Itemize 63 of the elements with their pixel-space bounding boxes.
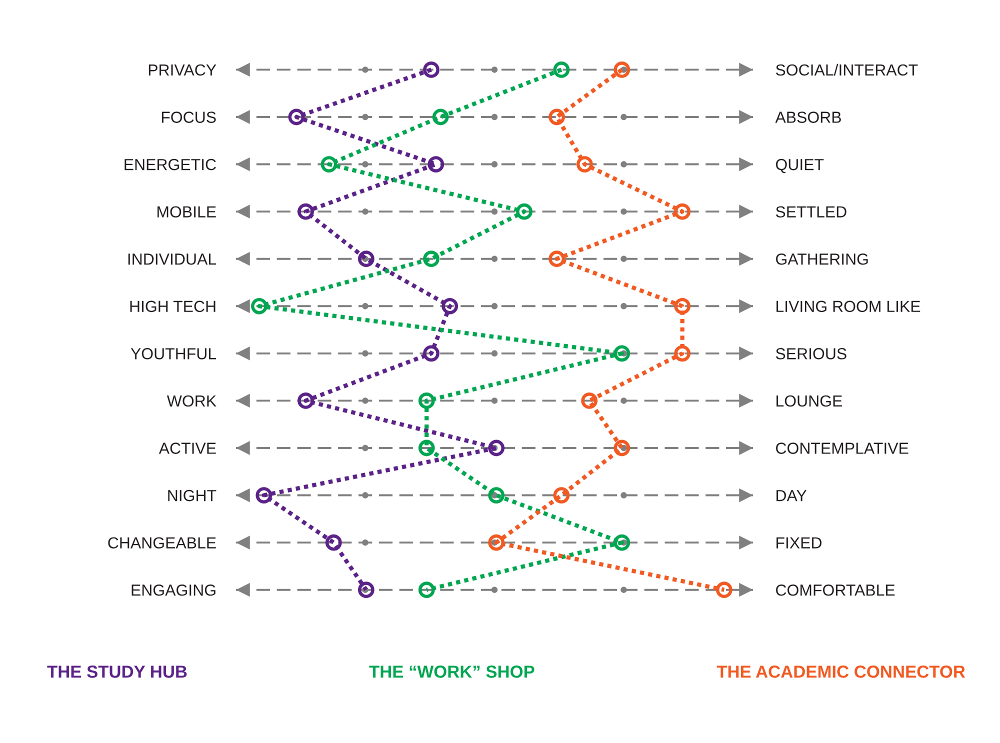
y2-tick-label: GATHERING [776, 253, 868, 265]
y2-tick-label: CONTEMPLATIVE [776, 442, 908, 454]
y2-tick-label: SOCIAL/INTERACT [776, 64, 918, 76]
point [288, 108, 305, 126]
point [358, 582, 374, 598]
y-tick-label: FOCUS [162, 112, 216, 123]
y2-tick-label: FIXED [776, 537, 822, 548]
point [488, 487, 505, 504]
text: THE “WORK” SHOP [369, 666, 534, 678]
y2-tick-label: SETTLED [776, 206, 846, 218]
y2-tick-label: LIVING ROOM LIKE [776, 300, 920, 312]
point [488, 440, 505, 456]
point [553, 487, 570, 504]
text: THE ACADEMIC CONNECTOR [716, 666, 966, 678]
point [423, 345, 440, 362]
point [576, 156, 593, 172]
y2-tick-label: ABSORB [775, 112, 841, 123]
point [516, 203, 532, 220]
y2-tick-label: SERIOUS [776, 348, 846, 360]
point [614, 62, 630, 78]
point [674, 345, 691, 362]
y-tick-label: YOUTHFUL [130, 348, 216, 360]
point [716, 582, 732, 598]
point [548, 250, 565, 268]
y-tick-label: INDIVIDUAL [128, 254, 216, 265]
point [418, 582, 435, 598]
y-tick-label: ENERGETIC [124, 158, 216, 170]
point [548, 108, 565, 126]
point [553, 62, 570, 78]
point [418, 392, 435, 409]
point [428, 156, 444, 172]
point [358, 250, 374, 268]
point [423, 62, 440, 78]
y-tick-label: HIGH TECH [130, 300, 216, 312]
point [674, 203, 691, 220]
y2-tick-label: DAY [776, 490, 807, 502]
point [320, 156, 338, 172]
point [423, 250, 440, 268]
point [432, 108, 449, 126]
y-tick-label: PRIVACY [148, 64, 216, 76]
y2-tick-label: QUIET [776, 158, 824, 174]
point [488, 534, 505, 551]
y2-tick-label: COMFORTABLE [776, 584, 895, 596]
point [674, 298, 691, 314]
point [251, 298, 268, 314]
point [614, 440, 630, 456]
text: THE STUDY HUB [47, 666, 187, 678]
point [614, 534, 630, 551]
y-tick-label: ENGAGING [132, 584, 216, 596]
y-tick-label: NIGHT [168, 490, 216, 502]
point [418, 440, 435, 456]
y-tick-label: MOBILE [158, 206, 216, 218]
y-tick-label: CHANGEABLE [108, 537, 216, 549]
y-tick-label: WORK [166, 395, 216, 407]
point [581, 392, 598, 409]
point [614, 345, 630, 362]
point [442, 298, 458, 314]
y2-tick-label: LOUNGE [776, 395, 842, 407]
point [298, 392, 314, 409]
point [256, 487, 272, 504]
point [298, 203, 314, 220]
point [325, 534, 342, 551]
y-tick-label: ACTIVE [158, 442, 216, 454]
